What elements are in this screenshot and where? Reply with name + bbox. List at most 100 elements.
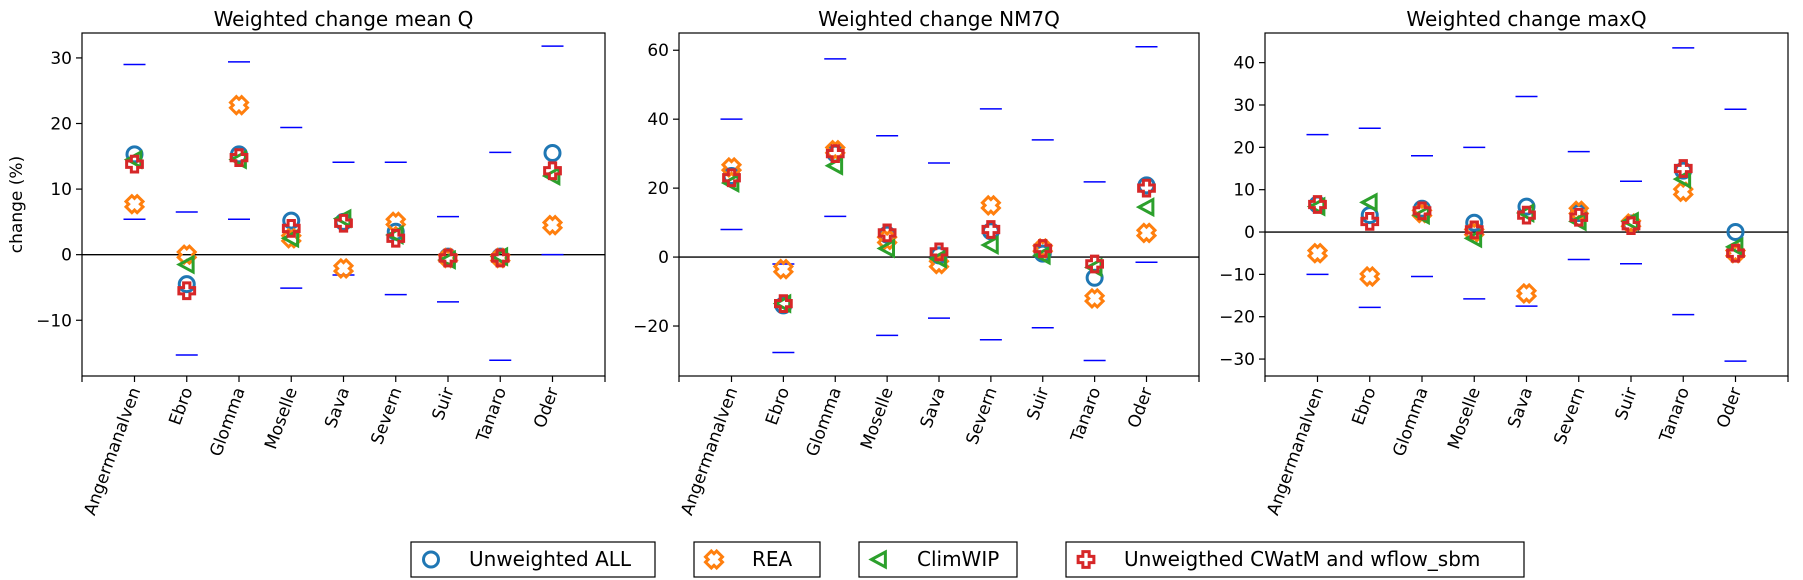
x-tick-label-angermanalven: Angermanalven [1263,385,1328,518]
x-tick-label-oder: Oder [1124,385,1157,431]
y-axis-label: change (%) [7,156,27,253]
y-tick-label: 10 [1233,181,1255,201]
point-cwatm-wflow [386,228,406,248]
legend-item-rea: REA [693,541,821,578]
point-cwatm-wflow [1569,207,1589,227]
point-rea [1306,242,1329,264]
legend-marker-unweighted-all [422,550,440,569]
point-climwip [1032,245,1051,266]
point-cwatm-wflow [438,248,458,268]
y-tick-label: 20 [50,115,72,135]
chart-title: Weighted change mean Q [214,7,474,31]
x-tick-label-moselle: Moselle [857,385,898,452]
point-cwatm-wflow [1308,195,1327,214]
y-tick-label: 40 [1233,54,1255,74]
point-cwatm-wflow [929,242,949,262]
plot-frame [678,32,1200,377]
point-unweighted-all [543,144,562,163]
x-tick-label-severn: Severn [367,385,406,448]
x-tick-label-severn: Severn [1550,385,1589,448]
chart-title: Weighted change NM7Q [818,7,1060,31]
point-rea [980,194,1002,216]
x-tick-label-angermanalven: Angermanalven [80,385,145,518]
point-climwip [876,238,895,259]
legend-box [693,541,821,578]
point-cwatm-wflow [1464,220,1484,240]
y-tick-label: −20 [633,317,669,337]
point-climwip [1724,236,1744,257]
x-tick-label-severn: Severn [963,385,1002,448]
y-tick-label: 10 [50,180,72,200]
point-climwip [1359,192,1378,213]
panel-1: Weighted change mean Q change (%) −10 0 10 20… [7,7,606,518]
legend: Unweighted ALL REA ClimWIP Unweigthed CWatM… [410,541,1525,578]
point-unweighted-all [177,275,196,294]
point-cwatm-wflow [1033,239,1053,258]
x-tick-label-tanaro: Tanaro [1656,385,1694,446]
panel-2: Weighted change NM7Q −20 0 20 40 60 Angermanal… [633,7,1200,518]
legend-label: Unweigthed CWatM and wflow_sbm [1124,547,1480,571]
x-tick-label-sava: Sava [321,385,354,431]
x-tick-label-sava: Sava [917,385,950,431]
legend-box [1065,541,1525,578]
y-tick-label: 60 [647,41,669,61]
point-cwatm-wflow [1517,205,1536,225]
point-rea [332,257,355,280]
point-rea [123,193,146,215]
legend-marker-rea [703,548,725,571]
x-tick-label-tanaro: Tanaro [473,385,511,446]
point-climwip [1463,228,1483,249]
panel-3: Weighted change maxQ −30 −20 −10 0 10 20 30 40 An… [1219,7,1789,518]
y-tick-label: −10 [1219,265,1255,285]
legend-marker-climwip [868,549,887,570]
y-tick-label: 0 [1244,223,1255,243]
point-cwatm-wflow [981,220,1001,239]
x-tick-label-suir: Suir [1612,385,1642,423]
y-tick-label: 20 [1233,138,1255,158]
x-tick-label-suir: Suir [429,385,459,423]
point-cwatm-wflow [1412,201,1432,221]
legend-label: ClimWIP [917,547,999,571]
point-rea [1515,282,1538,305]
point-cwatm-wflow [229,148,249,167]
point-climwip [980,234,999,256]
legend-label: Unweighted ALL [469,547,632,571]
point-cwatm-wflow [125,154,144,174]
point-cwatm-wflow [1137,178,1156,198]
point-cwatm-wflow [825,144,845,164]
point-rea [541,214,564,236]
point-rea [228,94,250,116]
point-cwatm-wflow [543,161,562,181]
point-unweighted-all [1726,223,1745,242]
x-tick-label-angermanalven: Angermanalven [677,385,742,518]
point-rea [1135,222,1158,244]
x-tick-label-glomma: Glomma [1389,385,1432,459]
point-cwatm-wflow [1621,216,1641,236]
point-climwip [280,228,300,249]
point-cwatm-wflow [1673,159,1693,178]
x-tick-label-oder: Oder [530,385,563,431]
x-tick-label-glomma: Glomma [803,385,846,459]
point-cwatm-wflow [490,248,510,268]
y-tick-label: 30 [1233,96,1255,116]
y-tick-label: 0 [61,246,72,266]
point-cwatm-wflow [1360,212,1380,231]
x-tick-label-glomma: Glomma [206,385,249,459]
legend-box [410,541,656,578]
y-tick-label: −20 [1219,308,1255,328]
legend-item-cwatm-wflow: Unweigthed CWatM and wflow_sbm [1065,541,1525,578]
point-cwatm-wflow [1726,243,1745,263]
legend-marker-cwatm-wflow [1076,550,1096,569]
point-climwip [928,248,947,269]
point-cwatm-wflow [281,219,301,238]
y-tick-label: −30 [1219,350,1255,370]
point-cwatm-wflow [1085,254,1104,274]
x-tick-label-moselle: Moselle [1444,385,1485,452]
x-tick-label-ebro: Ebro [1348,385,1380,428]
x-tick-label-moselle: Moselle [261,385,302,452]
plot-frame [1264,32,1789,377]
point-cwatm-wflow [177,281,197,301]
point-climwip [176,254,195,275]
point-rea [1084,287,1106,310]
